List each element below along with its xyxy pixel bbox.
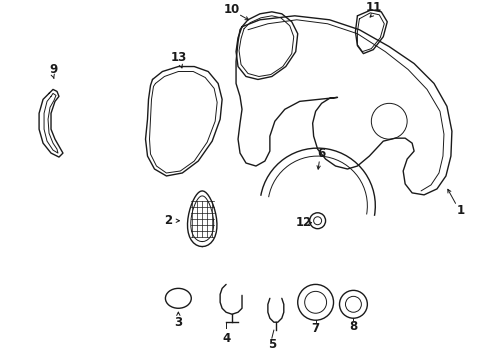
Text: 6: 6 [318, 147, 326, 159]
Text: 5: 5 [268, 338, 276, 351]
Text: 9: 9 [49, 63, 57, 76]
Text: 2: 2 [164, 214, 172, 227]
Text: 1: 1 [457, 204, 465, 217]
Text: 11: 11 [365, 1, 381, 14]
Text: 10: 10 [224, 3, 240, 16]
Text: 7: 7 [312, 322, 319, 335]
Text: 4: 4 [222, 332, 230, 345]
Text: 8: 8 [349, 320, 358, 333]
Text: 12: 12 [295, 216, 312, 229]
Text: 3: 3 [174, 316, 182, 329]
Text: 13: 13 [170, 51, 187, 64]
